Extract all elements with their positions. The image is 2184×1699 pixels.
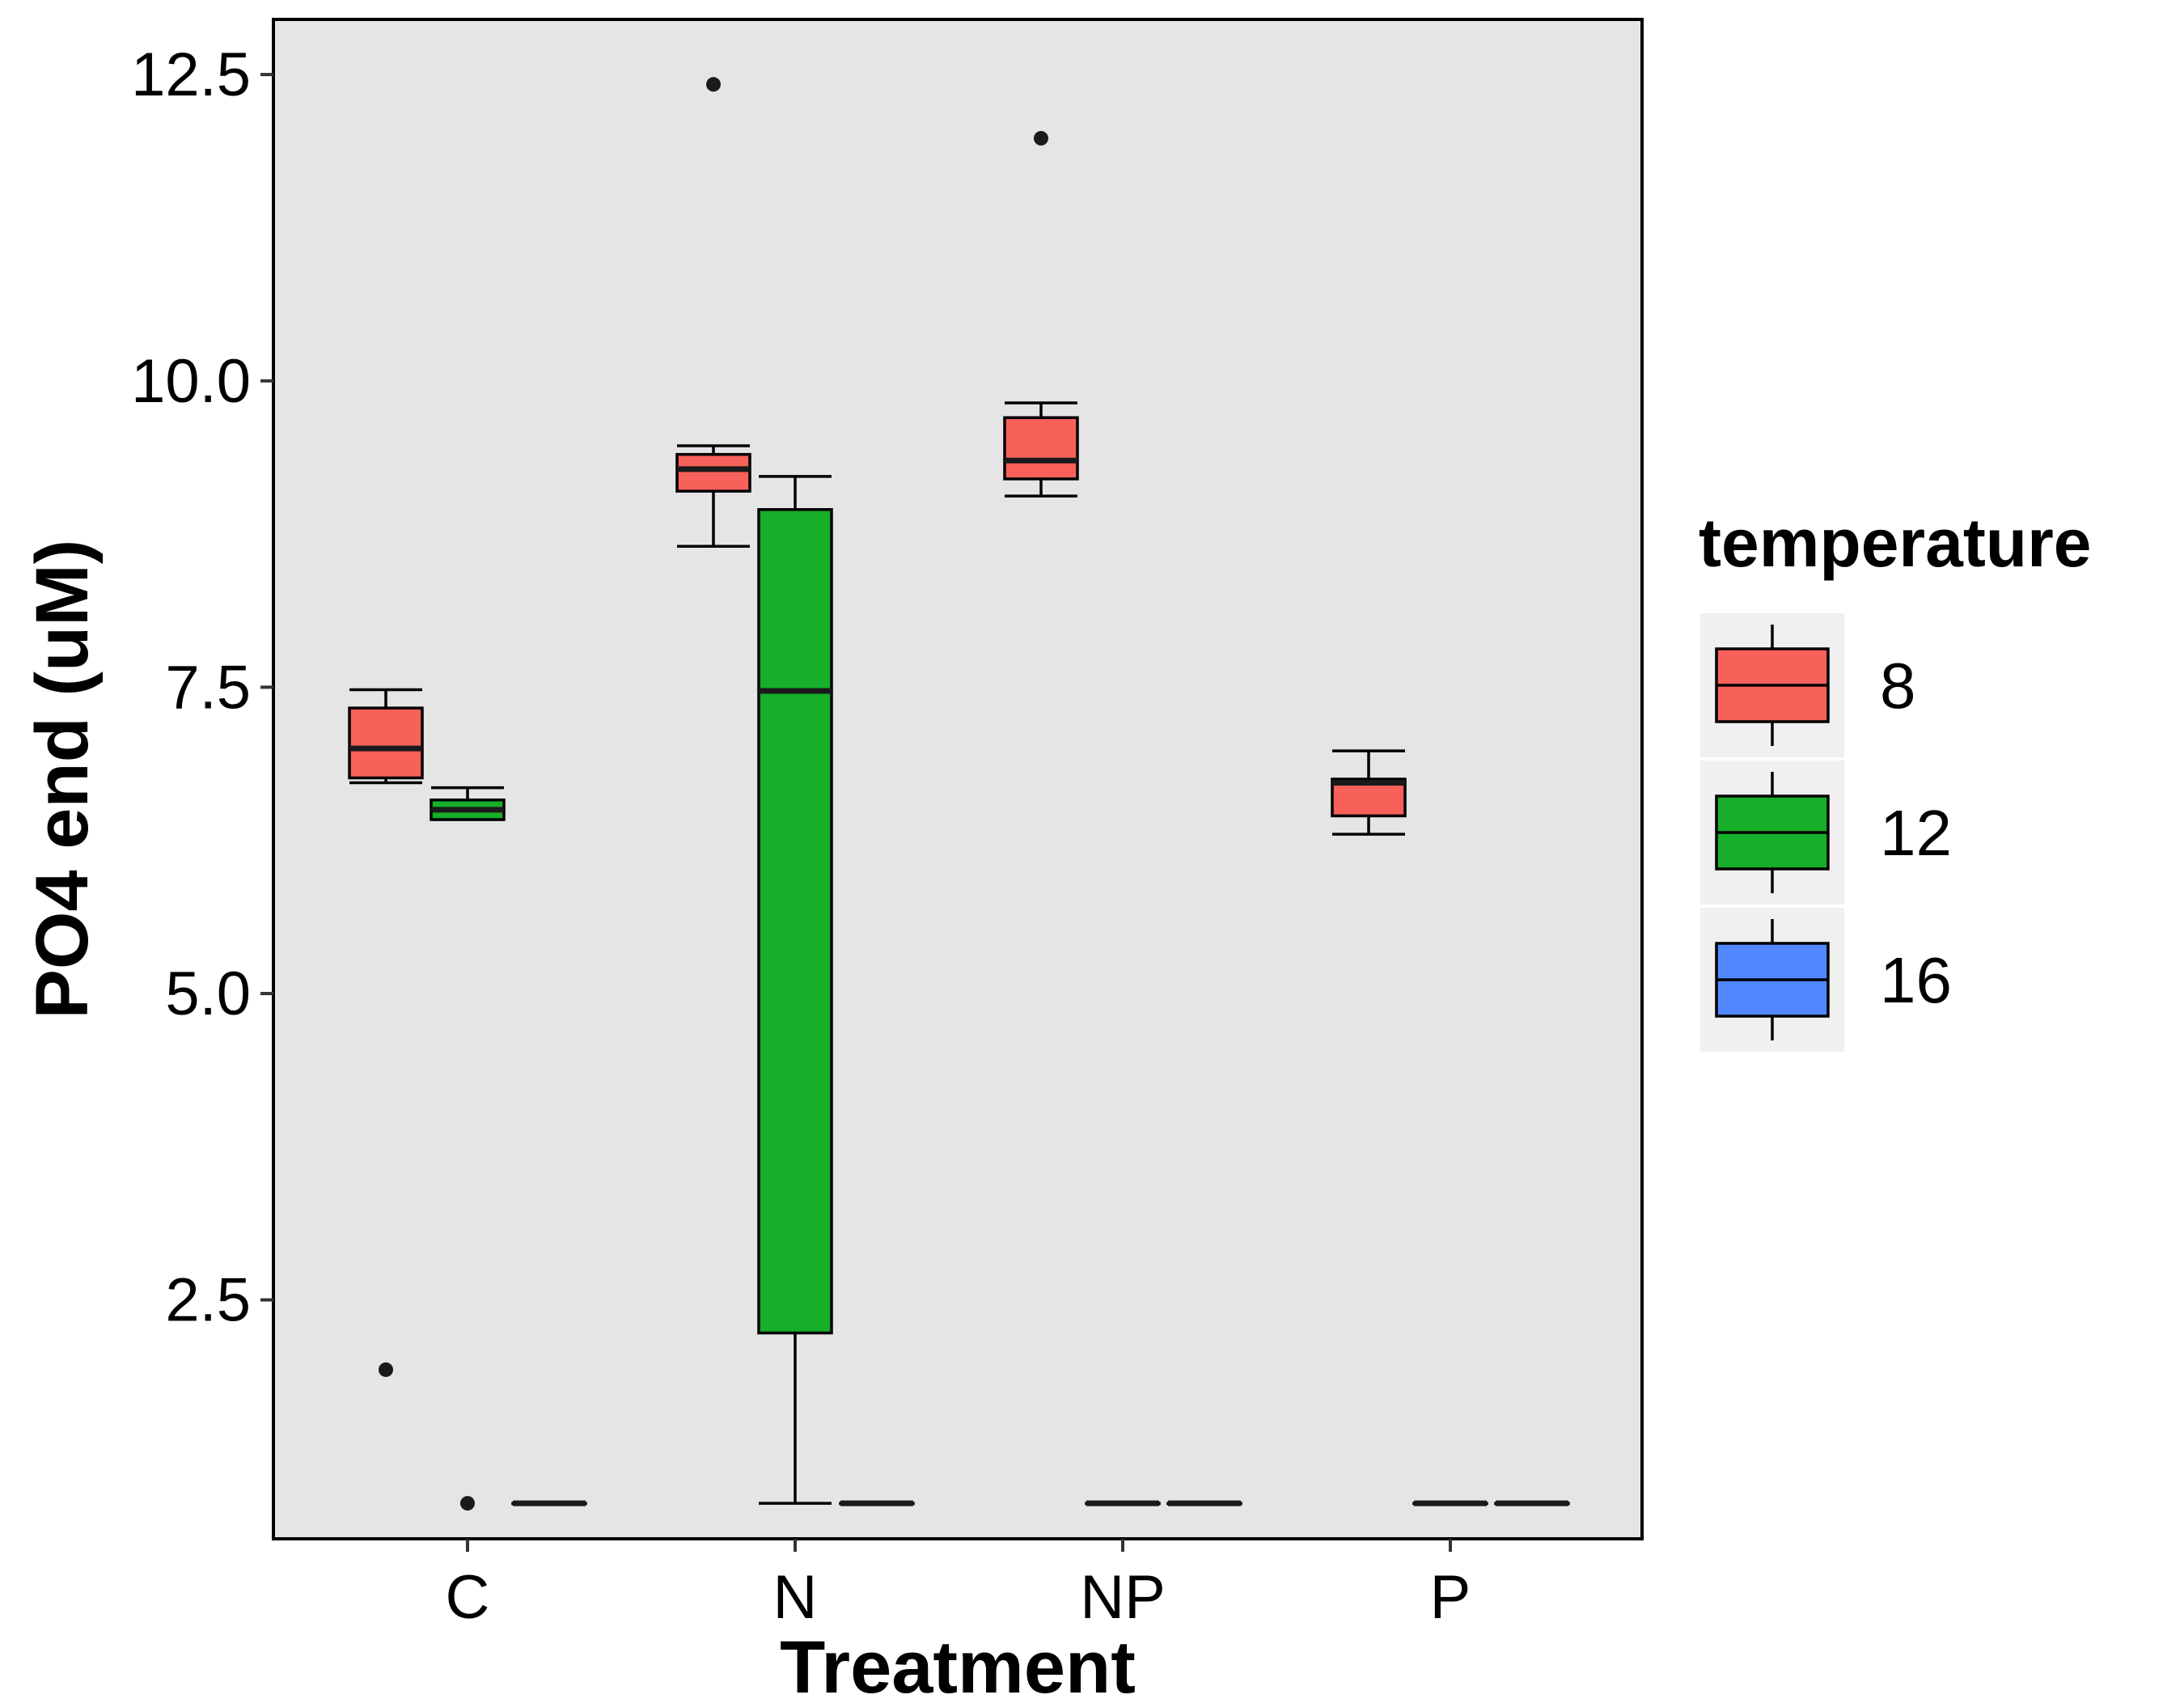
- x-tick-label: N: [773, 1563, 818, 1632]
- plot-border: [272, 18, 1644, 1540]
- legend-label: 12: [1880, 797, 1952, 869]
- outlier-point: [706, 77, 721, 92]
- box-body: [675, 452, 751, 493]
- box-NP-temp-12: [1085, 1500, 1161, 1506]
- box-body: [348, 706, 424, 780]
- boxes-layer: [348, 77, 1570, 1511]
- legend-item-16: 16: [1700, 908, 1952, 1052]
- y-axis: 2.5 5.0 7.5 10.0 12.5: [131, 40, 273, 1335]
- box-N-temp-8: [675, 77, 751, 548]
- x-tick-label: P: [1430, 1563, 1471, 1632]
- box-C-temp-16: [511, 1500, 587, 1506]
- x-tick-label: C: [446, 1563, 490, 1632]
- y-axis-title: PO4 end (uM): [21, 540, 104, 1019]
- legend-label: 8: [1880, 650, 1916, 722]
- legend-label: 16: [1880, 944, 1952, 1016]
- x-tick-label: NP: [1080, 1563, 1166, 1632]
- legend-item-12: 12: [1700, 761, 1952, 905]
- box-P-temp-12: [1412, 1500, 1488, 1506]
- outlier-point: [1034, 130, 1048, 146]
- box-NP-temp-8: [1003, 130, 1079, 498]
- y-tick-label: 5.0: [165, 960, 251, 1028]
- y-tick-label: 2.5: [165, 1266, 251, 1335]
- outlier-point: [460, 1496, 475, 1511]
- box-NP-temp-16: [1166, 1500, 1242, 1506]
- y-tick-label: 12.5: [131, 40, 251, 109]
- plot-panel: [273, 19, 1642, 1539]
- box-P-temp-16: [1494, 1500, 1570, 1506]
- box-body: [1003, 416, 1079, 481]
- legend-title: temperature: [1699, 505, 2092, 581]
- legend-item-8: 8: [1700, 613, 1916, 757]
- box-P-temp-8: [1331, 749, 1407, 836]
- x-axis-title: Treatment: [780, 1626, 1136, 1699]
- y-tick-label: 10.0: [131, 347, 251, 416]
- box-C-temp-8: [348, 688, 424, 1377]
- y-tick-label: 7.5: [165, 653, 251, 722]
- box-body: [757, 508, 833, 1335]
- x-axis: C N NP P: [446, 1539, 1471, 1632]
- box-C-temp-12: [430, 786, 506, 1511]
- outlier-point: [379, 1362, 393, 1377]
- legend: temperature 8 12 16: [1699, 505, 2092, 1052]
- box-N-temp-12: [757, 475, 833, 1505]
- box-N-temp-16: [839, 1500, 915, 1506]
